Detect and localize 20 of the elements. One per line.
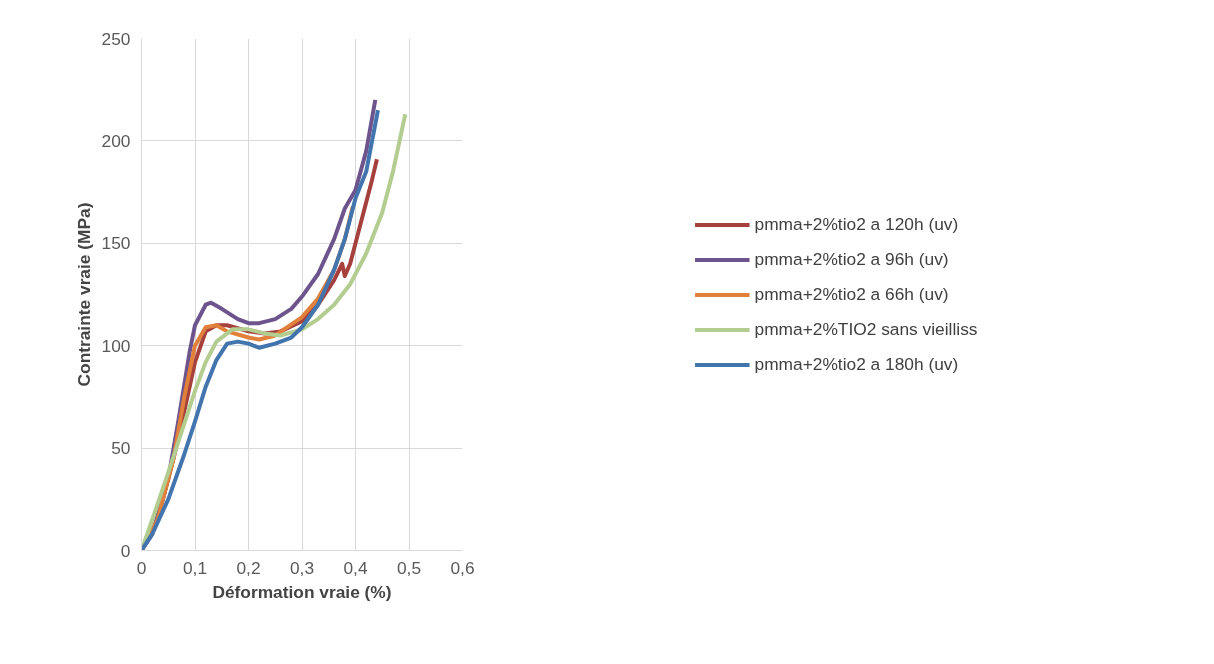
legend-label: pmma+2%tio2 a 96h (uv) [754, 248, 949, 270]
x-tick-label: 0,2 [236, 557, 261, 578]
legend-label: pmma+2%tio2 a 66h (uv) [754, 283, 949, 305]
x-tick-label: 0,5 [396, 557, 422, 578]
y-tick-label: 0 [120, 540, 131, 561]
x-tick-label: 0,1 [182, 557, 208, 578]
y-tick-label: 150 [101, 233, 131, 254]
y-axis-title: Contrainte vraie (MPa) [73, 202, 94, 387]
y-tick-label: 250 [101, 28, 131, 49]
legend-label: pmma+2%tio2 a 120h (uv) [754, 213, 959, 235]
x-tick-label: 0,6 [450, 557, 475, 578]
legend-label: pmma+2%tio2 a 180h (uv) [754, 353, 959, 375]
x-tick-label: 0,3 [289, 557, 315, 578]
y-tick-label: 50 [111, 438, 131, 459]
y-tick-label: 200 [101, 130, 131, 151]
x-tick-label: 0 [136, 557, 147, 578]
legend-label: pmma+2%TIO2 sans vieilliss [754, 318, 978, 340]
x-axis-title: Déformation vraie (%) [212, 581, 392, 602]
y-tick-label: 100 [101, 335, 131, 356]
x-tick-label: 0,4 [343, 557, 368, 578]
